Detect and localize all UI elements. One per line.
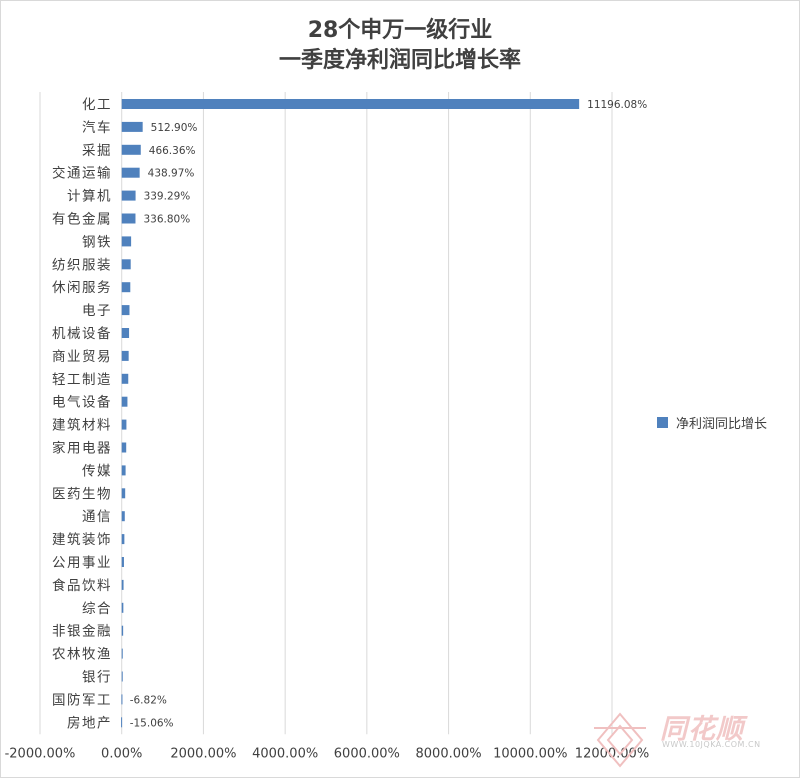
bar [121,717,123,728]
category-label: 建筑材料 [52,418,112,434]
category-label: 计算机 [67,189,112,205]
category-label: 国防军工 [52,692,112,708]
bar [121,373,129,384]
data-label: 339.29% [144,191,191,203]
category-label: 通信 [82,509,112,525]
legend: 净利润同比增长 [657,413,767,432]
x-tick-label: 10000.00% [493,746,567,761]
bar [121,282,131,293]
bar [121,213,136,224]
bar [121,579,124,590]
bar [121,419,127,430]
category-label: 公用事业 [52,555,112,571]
category-label: 纺织服装 [52,257,112,273]
bar [121,694,123,705]
category-label: 轻工制造 [52,372,112,388]
x-tick-label: 2000.00% [170,746,236,761]
category-label: 银行 [82,670,112,686]
data-label: 336.80% [143,214,190,226]
x-tick-label: 6000.00% [334,746,400,761]
category-label: 机械设备 [52,325,112,342]
category-label: 建筑装饰 [52,532,112,548]
bar [121,534,125,545]
bar [121,465,126,476]
x-tick-label: 4000.00% [252,746,318,761]
watermark-logo-icon [594,712,646,768]
data-label: 11196.08% [587,99,647,111]
category-label: 农林牧渔 [52,647,112,663]
x-tick-label: -2000.00% [5,746,76,761]
category-label: 食品饮料 [52,577,112,594]
bar [121,602,124,613]
category-label: 商业贸易 [52,349,112,365]
bar [121,350,129,361]
bar [121,625,124,636]
watermark-url: WWW.10JQKA.COM.CN [662,740,761,749]
category-label: 电气设备 [52,394,112,411]
watermark-brand: 同花顺 [660,714,744,745]
category-label: 钢铁 [82,234,112,250]
bar [121,396,128,407]
data-label: 466.36% [149,145,196,157]
data-label: -15.06% [130,717,174,729]
category-label: 房地产 [67,715,112,731]
x-tick-label: 0.00% [101,746,142,761]
bar [121,236,132,247]
bar [121,671,123,682]
data-label: 438.97% [148,168,195,180]
bar [121,121,143,132]
category-label: 综合 [82,601,112,617]
bar [121,190,136,201]
category-label: 化工 [82,97,112,113]
legend-swatch [657,417,668,428]
bar [121,259,131,270]
chart-title: 28个申万一级行业 [307,18,493,43]
data-label: -6.82% [130,694,167,706]
category-label: 采掘 [82,143,112,159]
legend-label: 净利润同比增长 [676,417,768,432]
category-label: 有色金属 [52,211,112,228]
bar [121,167,140,178]
x-tick-label: 12000.00% [575,746,649,761]
bar [121,99,580,109]
category-label: 休闲服务 [52,280,112,296]
category-label: 交通运输 [52,165,112,182]
bar [121,442,127,453]
bar [121,511,125,522]
category-label: 家用电器 [52,440,112,457]
category-label: 电子 [82,303,112,319]
x-tick-label: 8000.00% [416,746,482,761]
chart-subtitle: 一季度净利润同比增长率 [278,48,521,73]
bar [121,557,124,567]
bar [121,648,123,659]
bar [121,305,130,316]
category-label: 非银金融 [52,624,112,640]
category-label: 传媒 [82,463,112,479]
category-label: 医药生物 [52,486,112,502]
bar [121,488,126,499]
category-label: 汽车 [82,119,112,136]
bar [121,144,141,155]
data-label: 512.90% [151,122,198,134]
bar [121,328,130,338]
